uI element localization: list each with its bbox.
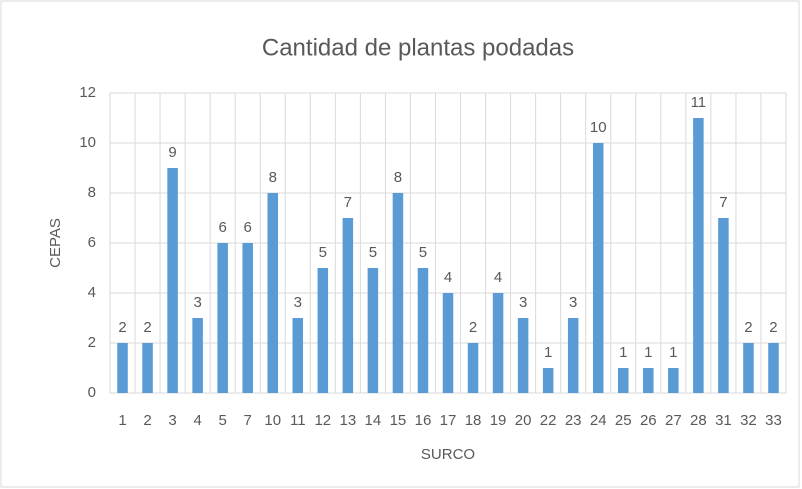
x-tick-label: 15	[390, 412, 407, 429]
x-tick-label: 1	[118, 412, 126, 429]
x-tick-label: 27	[665, 412, 682, 429]
bar	[668, 368, 679, 393]
bar	[217, 243, 228, 393]
data-label: 1	[619, 344, 627, 361]
bar	[167, 168, 178, 393]
x-tick-label: 4	[193, 412, 201, 429]
data-label: 2	[769, 319, 777, 336]
chart-title: Cantidad de plantas podadas	[262, 34, 574, 61]
x-tick-label: 17	[440, 412, 457, 429]
data-label: 8	[394, 169, 402, 186]
bar	[467, 343, 479, 393]
data-label: 4	[444, 269, 452, 286]
data-label: 2	[118, 319, 126, 336]
bar	[442, 293, 454, 393]
data-label: 11	[691, 94, 707, 111]
data-label: 6	[218, 219, 226, 236]
x-tick-label: 12	[314, 412, 331, 429]
x-tick-label: 14	[365, 412, 382, 429]
data-label: 1	[644, 344, 652, 361]
x-tick-label: 5	[218, 412, 226, 429]
data-label: 5	[419, 244, 427, 261]
y-tick-label: 0	[88, 384, 96, 401]
data-label: 5	[319, 244, 327, 261]
data-label: 7	[344, 194, 352, 211]
data-label: 2	[469, 319, 477, 336]
bar	[267, 193, 278, 393]
data-label: 9	[168, 144, 176, 161]
x-tick-label: 13	[340, 412, 357, 429]
bar	[192, 318, 203, 393]
y-tick-label: 12	[79, 84, 96, 101]
bar	[492, 293, 504, 393]
bar	[417, 268, 429, 393]
x-tick-label: 25	[615, 412, 632, 429]
x-tick-label: 31	[715, 412, 732, 429]
bar	[542, 368, 554, 393]
x-tick-label: 33	[765, 412, 782, 429]
bar	[292, 318, 304, 393]
bar	[517, 318, 529, 393]
data-label: 3	[519, 294, 527, 311]
bar	[743, 343, 754, 393]
data-label: 3	[294, 294, 302, 311]
bar	[142, 343, 153, 393]
x-tick-label: 32	[740, 412, 757, 429]
bar	[117, 343, 128, 393]
x-tick-label: 22	[540, 412, 557, 429]
bar	[392, 193, 404, 393]
x-tick-label: 18	[465, 412, 482, 429]
bar	[317, 268, 329, 393]
x-tick-label: 16	[415, 412, 432, 429]
y-tick-label: 8	[88, 184, 96, 201]
x-tick-label: 20	[515, 412, 532, 429]
x-tick-label: 2	[143, 412, 151, 429]
bar	[693, 118, 704, 393]
y-axis-label: CEPAS	[47, 218, 64, 268]
bar	[342, 218, 354, 393]
x-tick-label: 3	[168, 412, 176, 429]
y-tick-label: 2	[88, 334, 96, 351]
bar	[242, 243, 253, 393]
x-tick-label: 24	[590, 412, 607, 429]
data-label: 10	[590, 119, 607, 136]
bar	[643, 368, 654, 393]
bar	[768, 343, 779, 393]
bar	[592, 143, 604, 393]
data-label: 1	[544, 344, 552, 361]
data-label: 3	[193, 294, 201, 311]
data-label: 3	[569, 294, 577, 311]
x-tick-label: 19	[490, 412, 507, 429]
y-tick-label: 4	[88, 284, 96, 301]
data-label: 2	[143, 319, 151, 336]
bar	[618, 368, 629, 393]
y-tick-label: 6	[88, 234, 96, 251]
x-tick-label: 11	[290, 412, 306, 429]
x-tick-label: 23	[565, 412, 582, 429]
x-tick-label: 10	[264, 412, 281, 429]
bar	[367, 268, 379, 393]
data-label: 7	[719, 194, 727, 211]
y-tick-label: 10	[79, 134, 96, 151]
x-tick-label: 26	[640, 412, 657, 429]
x-axis-label: SURCO	[421, 446, 475, 463]
x-tick-label: 28	[690, 412, 707, 429]
data-label: 6	[244, 219, 252, 236]
bar	[567, 318, 579, 393]
bar	[718, 218, 729, 393]
x-tick-label: 7	[244, 412, 252, 429]
data-label: 5	[369, 244, 377, 261]
data-label: 4	[494, 269, 502, 286]
data-label: 2	[744, 319, 752, 336]
data-label: 8	[269, 169, 277, 186]
data-label: 1	[669, 344, 677, 361]
